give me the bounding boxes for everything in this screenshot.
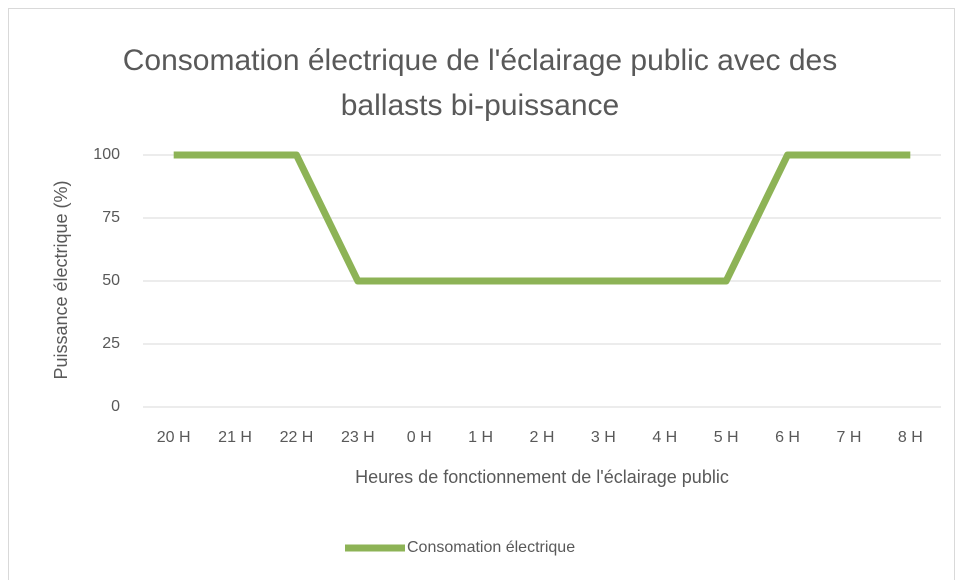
x-tick-label: 1 H: [468, 429, 493, 446]
x-tick-label: 7 H: [836, 429, 861, 446]
y-tick-label: 100: [93, 146, 120, 163]
legend-label: Consomation électrique: [407, 539, 575, 556]
chart-border: [8, 8, 955, 580]
x-tick-label: 8 H: [898, 429, 923, 446]
y-tick-label: 0: [111, 398, 120, 415]
x-tick-label: 2 H: [530, 429, 555, 446]
y-tick-label: 75: [102, 209, 120, 226]
x-tick-label: 21 H: [218, 429, 252, 446]
y-axis-label: Puissance électrique (%): [51, 180, 71, 379]
chart-title: Consomation électrique de l'éclairage pu…: [122, 44, 838, 122]
x-axis-label: Heures de fonctionnement de l'éclairage …: [355, 467, 729, 487]
x-tick-label: 0 H: [407, 429, 432, 446]
x-tick-label: 6 H: [775, 429, 800, 446]
data-line: [173, 151, 911, 285]
y-tick-label: 25: [102, 335, 120, 352]
x-tick-label: 5 H: [714, 429, 739, 446]
x-tick-label: 3 H: [591, 429, 616, 446]
x-tick-label: 4 H: [652, 429, 677, 446]
x-tick-label: 23 H: [341, 429, 375, 446]
y-tick-label: 50: [102, 272, 120, 289]
x-tick-label: 20 H: [157, 429, 191, 446]
x-tick-label: 22 H: [280, 429, 314, 446]
